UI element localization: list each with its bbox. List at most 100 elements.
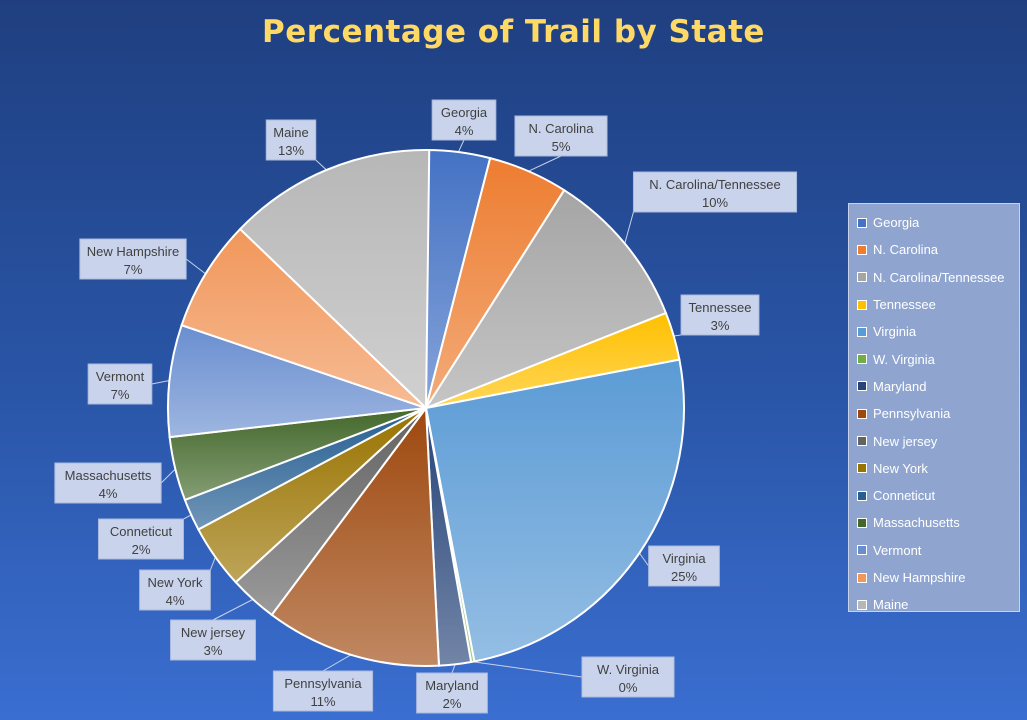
data-label-category: N. Carolina/Tennessee (649, 177, 781, 192)
leader-line (673, 334, 682, 337)
legend-swatch (857, 463, 867, 474)
data-label-value: 10% (702, 195, 728, 210)
leader-line (457, 139, 465, 153)
legend-item: Georgia (849, 209, 1019, 236)
legend-item: Maryland (849, 373, 1019, 400)
leader-line (212, 598, 254, 621)
legend-item: Pennsylvania (849, 400, 1019, 427)
data-label-category: New Hampshire (87, 244, 179, 259)
leader-line (472, 661, 583, 678)
data-label-box (98, 518, 184, 560)
legend-swatch (857, 326, 867, 337)
data-label-box (431, 99, 497, 141)
legend-item: New Hampshire (849, 564, 1019, 591)
data-label-value: 3% (711, 318, 730, 333)
legend-label: New York (873, 460, 928, 476)
legend-label: Maine (873, 597, 909, 613)
legend-swatch (857, 490, 867, 501)
data-label-value: 7% (111, 387, 130, 402)
legend-label: Pennsylvania (873, 406, 951, 422)
data-label-box (581, 656, 675, 698)
data-label-box (79, 238, 187, 280)
leader-line (160, 468, 176, 484)
legend-swatch (857, 436, 867, 447)
legend-swatch (857, 572, 867, 583)
legend-swatch (857, 599, 867, 610)
data-label-value: 3% (204, 643, 223, 658)
pie-slice-pennsylvania (270, 405, 441, 667)
legend-label: Virginia (873, 324, 917, 340)
pie-slice-n-carolina-tennessee (423, 188, 668, 411)
data-label-value: 4% (99, 486, 118, 501)
data-label-category: N. Carolina (528, 121, 594, 136)
data-label-value: 2% (443, 696, 462, 711)
data-label-category: Conneticut (110, 524, 173, 539)
leader-line (528, 155, 562, 172)
legend-item: Maine (849, 591, 1019, 618)
data-label-box (680, 294, 760, 336)
legend-item: Massachusetts (849, 509, 1019, 536)
legend-label: N. Carolina/Tennessee (873, 269, 1005, 285)
pie-slice-vermont (167, 323, 427, 439)
legend-label: Vermont (873, 542, 922, 558)
pie-slice-virginia (424, 358, 685, 663)
legend-swatch (857, 545, 867, 556)
data-label-value: 0% (619, 680, 638, 695)
leader-line (183, 514, 192, 520)
legend-label: Tennessee (873, 297, 936, 313)
data-label-box (265, 119, 317, 161)
data-label-category: Maryland (425, 678, 478, 693)
legend-swatch (857, 299, 867, 310)
legend-item: Tennessee (849, 291, 1019, 318)
data-label-box (87, 363, 153, 405)
legend-label: Massachusetts (873, 515, 960, 531)
chart-title: Percentage of Trail by State (262, 14, 765, 50)
data-label-value: 11% (310, 694, 335, 709)
legend-item: New York (849, 455, 1019, 482)
pie-slice-maine (238, 149, 431, 411)
legend-swatch (857, 244, 867, 255)
legend-swatch (857, 272, 867, 283)
data-label-category: Tennessee (689, 300, 752, 315)
data-label-box (416, 672, 488, 714)
legend-swatch (857, 517, 867, 528)
legend-label: Conneticut (873, 488, 936, 504)
leader-line (151, 380, 170, 385)
data-label-category: Maine (273, 125, 308, 140)
leader-line (624, 211, 634, 244)
legend-label: N. Carolina (873, 242, 939, 258)
legend-item: Conneticut (849, 482, 1019, 509)
data-label-box (632, 171, 798, 213)
leader-line (209, 556, 216, 571)
leader-line (315, 159, 327, 171)
data-label-box (514, 115, 608, 157)
legend-item: New jersey (849, 427, 1019, 454)
leader-line (638, 552, 650, 567)
data-label-value: 5% (552, 139, 571, 154)
data-label-value: 25% (671, 569, 697, 584)
pie-slice-new-hampshire (180, 227, 427, 409)
legend-swatch (857, 408, 867, 419)
data-label-value: 2% (132, 542, 151, 557)
legend-item: W. Virginia (849, 345, 1019, 372)
data-label-value: 7% (124, 262, 143, 277)
leader-line (322, 654, 352, 672)
data-label-value: 4% (455, 123, 474, 138)
data-label-category: Georgia (441, 105, 488, 120)
data-label-category: Pennsylvania (284, 676, 362, 691)
legend-label: New Hampshire (873, 570, 966, 585)
legend-swatch (857, 354, 867, 365)
legend-swatch (857, 381, 867, 392)
data-label-category: Vermont (96, 369, 145, 384)
data-label-box (272, 670, 374, 712)
legend-item: Virginia (849, 318, 1019, 345)
legend-item: N. Carolina (849, 236, 1019, 263)
legend-label: New jersey (873, 433, 938, 449)
data-label-value: 4% (166, 593, 185, 608)
legend-swatch (857, 217, 867, 228)
data-label-box (139, 569, 211, 611)
leader-line (451, 664, 456, 674)
data-label-category: Massachusetts (65, 468, 152, 483)
